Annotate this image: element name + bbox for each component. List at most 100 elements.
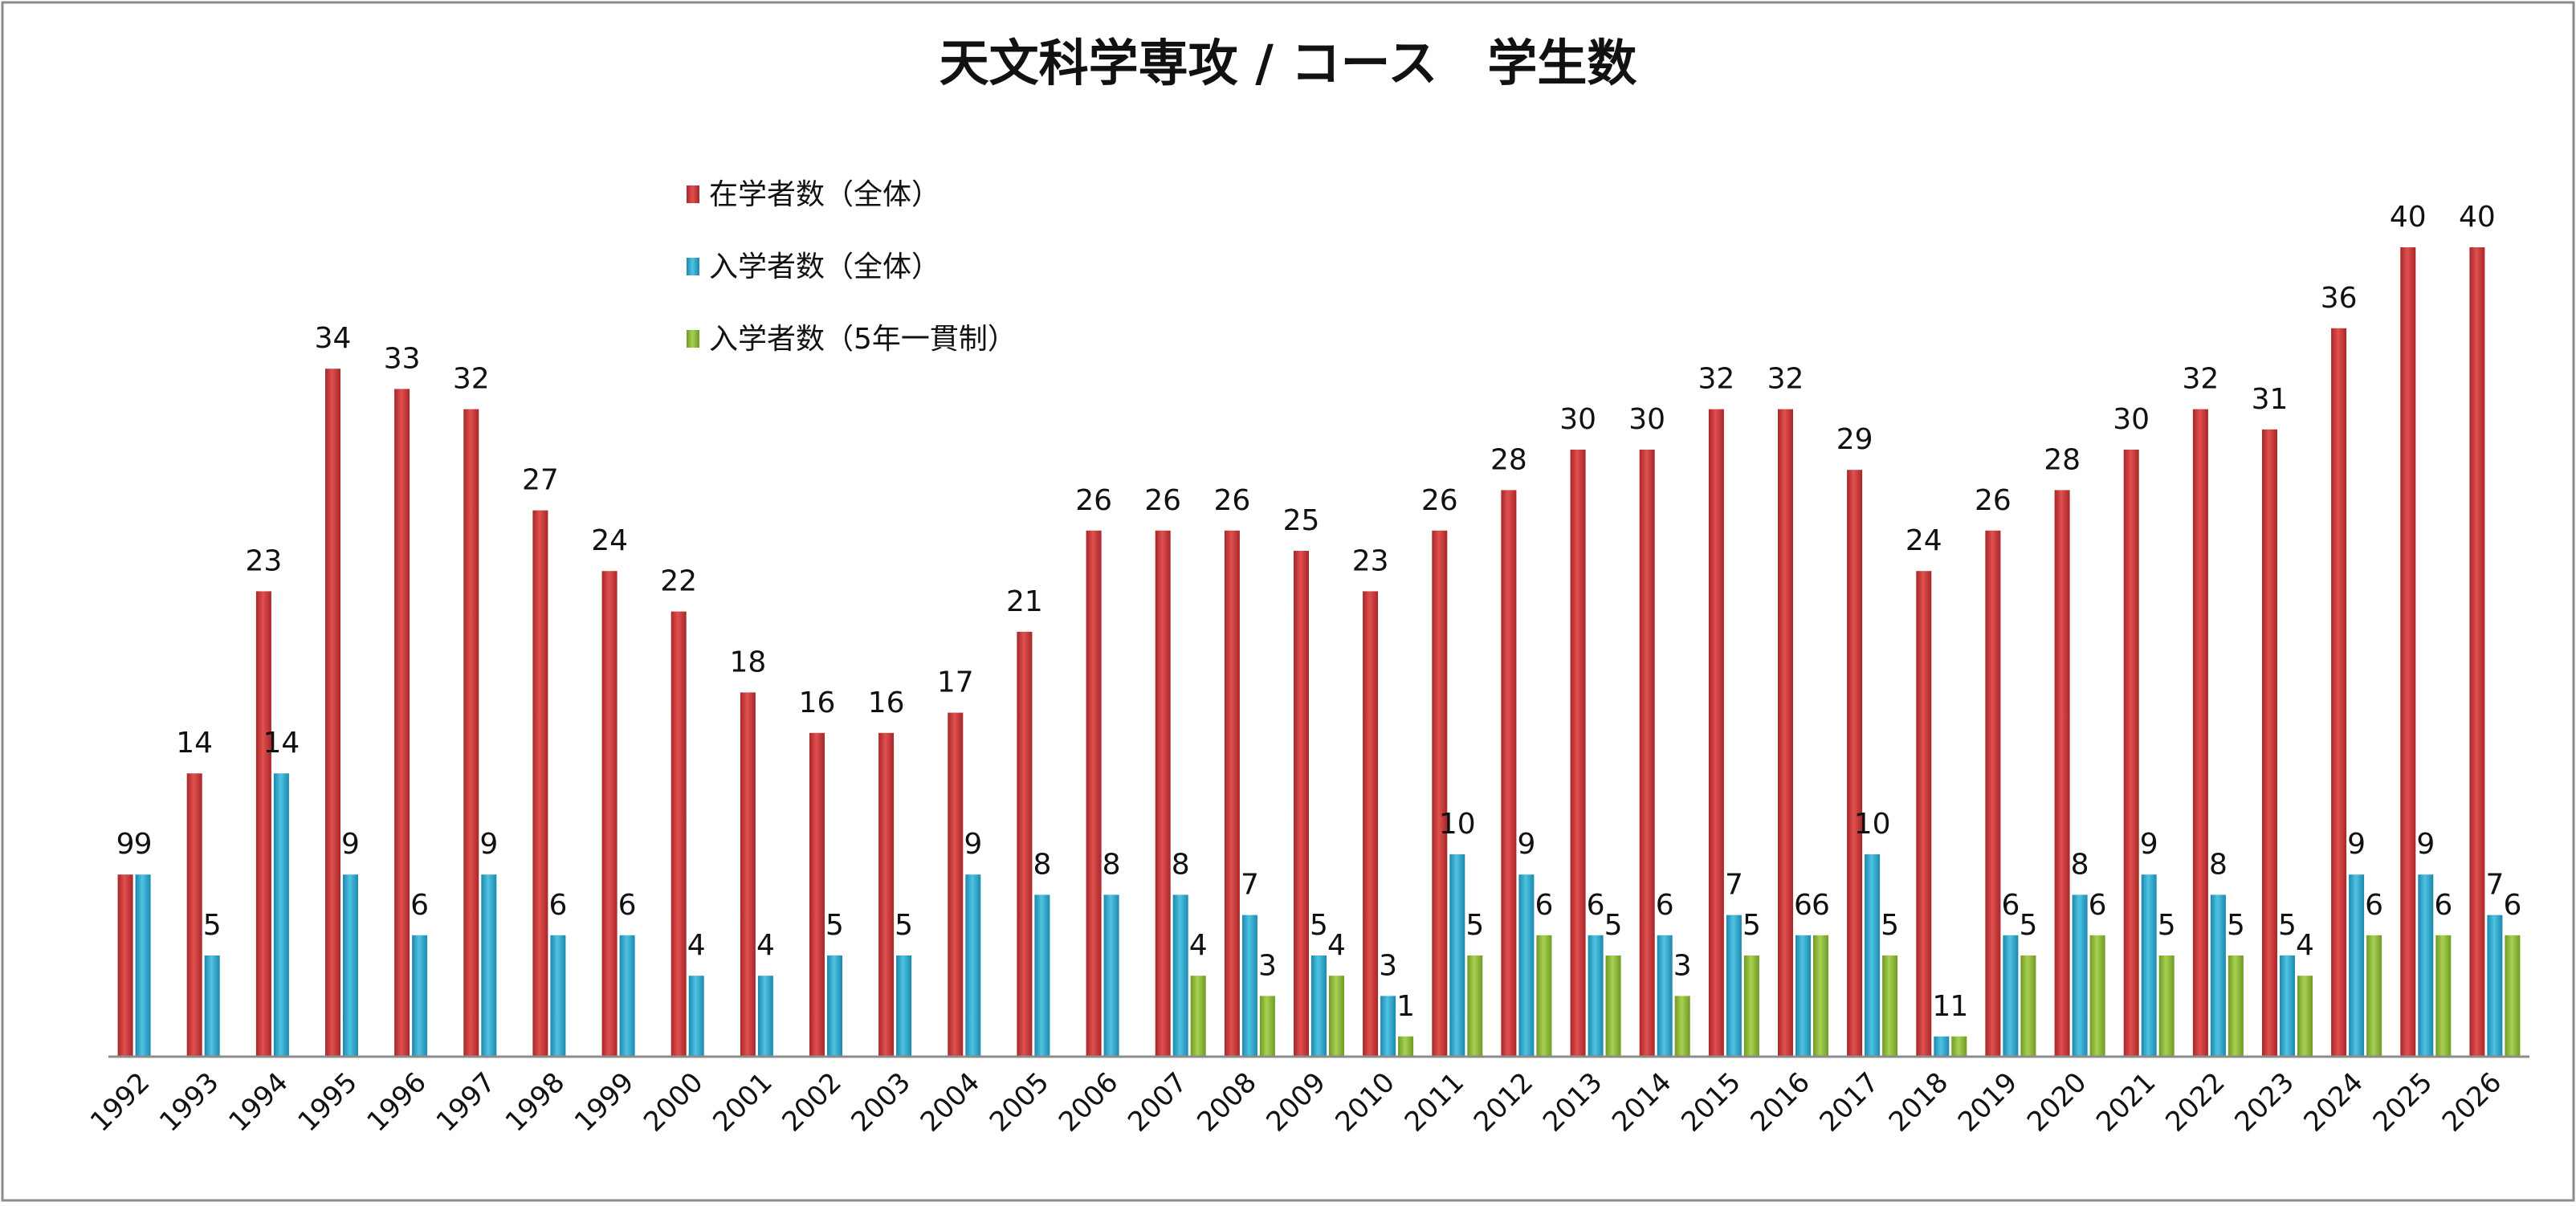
legend-swatch-admitted xyxy=(687,258,699,275)
value-label-admitted-2001: 4 xyxy=(756,929,775,962)
bar-admitted-1994 xyxy=(273,773,289,1057)
value-label-enrolled-2011: 26 xyxy=(1421,484,1458,517)
bar-admitted-5yr-2011 xyxy=(1467,955,1483,1057)
value-label-admitted-1994: 14 xyxy=(263,727,300,760)
legend-label-admitted-5yr: 入学者数（5年一貫制） xyxy=(709,323,1017,356)
bar-admitted-5yr-2013 xyxy=(1605,955,1621,1057)
bar-enrolled-1992 xyxy=(117,874,133,1057)
bar-enrolled-2012 xyxy=(1501,490,1517,1057)
bar-enrolled-2018 xyxy=(1916,571,1932,1057)
bar-admitted-2008 xyxy=(1241,915,1257,1057)
value-label-admitted-1992: 9 xyxy=(134,828,153,861)
value-label-admitted-2004: 9 xyxy=(964,828,982,861)
value-label-enrolled-2021: 30 xyxy=(2113,403,2150,436)
bar-enrolled-2024 xyxy=(2331,328,2347,1057)
value-label-admitted-5yr-2020: 6 xyxy=(2089,889,2107,922)
bar-admitted-5yr-2016 xyxy=(1813,935,1828,1057)
legend-label-enrolled: 在学者数（全体） xyxy=(709,178,940,211)
value-label-admitted-5yr-2019: 5 xyxy=(2019,909,2037,942)
value-label-enrolled-1998: 27 xyxy=(522,464,559,497)
bar-admitted-2021 xyxy=(2141,874,2157,1057)
value-label-admitted-5yr-2008: 3 xyxy=(1258,949,1277,982)
bar-admitted-2024 xyxy=(2349,874,2365,1057)
value-label-enrolled-2014: 30 xyxy=(1628,403,1665,436)
value-label-enrolled-2005: 21 xyxy=(1006,585,1043,618)
value-label-enrolled-2016: 32 xyxy=(1767,363,1804,396)
value-label-admitted-2008: 7 xyxy=(1241,869,1259,902)
bar-admitted-2018 xyxy=(1934,1036,1950,1057)
bar-admitted-1993 xyxy=(204,955,220,1057)
value-label-admitted-5yr-2014: 3 xyxy=(1673,949,1692,982)
bar-enrolled-2016 xyxy=(1778,409,1793,1057)
bar-enrolled-2002 xyxy=(809,732,825,1057)
bar-admitted-2016 xyxy=(1795,935,1811,1057)
value-label-enrolled-2001: 18 xyxy=(729,646,766,678)
bar-admitted-2015 xyxy=(1726,915,1742,1057)
value-label-enrolled-1997: 32 xyxy=(453,363,490,396)
bar-admitted-5yr-2009 xyxy=(1329,976,1344,1057)
bar-enrolled-1994 xyxy=(255,591,271,1057)
value-label-admitted-5yr-2012: 6 xyxy=(1535,889,1553,922)
bar-admitted-2002 xyxy=(827,955,842,1057)
value-label-admitted-5yr-2009: 4 xyxy=(1327,929,1346,962)
bar-admitted-1998 xyxy=(550,935,566,1057)
bar-enrolled-1993 xyxy=(186,773,202,1057)
bar-admitted-2006 xyxy=(1103,894,1119,1057)
legend-item-admitted: 入学者数（全体） xyxy=(687,251,940,283)
value-label-enrolled-1993: 14 xyxy=(176,727,213,760)
bar-enrolled-2003 xyxy=(878,732,895,1057)
value-label-enrolled-2002: 16 xyxy=(799,687,836,719)
bar-enrolled-2001 xyxy=(740,692,756,1057)
bar-enrolled-1998 xyxy=(532,510,548,1057)
value-label-admitted-1998: 6 xyxy=(548,889,567,922)
value-label-admitted-5yr-2010: 1 xyxy=(1396,990,1415,1023)
value-label-enrolled-2025: 40 xyxy=(2390,201,2427,234)
bar-enrolled-2010 xyxy=(1363,591,1379,1057)
bar-enrolled-2013 xyxy=(1570,450,1586,1057)
value-label-enrolled-2023: 31 xyxy=(2252,383,2289,416)
bar-enrolled-2026 xyxy=(2469,247,2485,1057)
value-label-admitted-1997: 9 xyxy=(479,828,498,861)
value-label-admitted-2026: 7 xyxy=(2485,869,2504,902)
bar-enrolled-2007 xyxy=(1155,530,1171,1057)
bar-enrolled-2021 xyxy=(2123,450,2139,1057)
bar-enrolled-2014 xyxy=(1639,450,1655,1057)
value-label-enrolled-2004: 17 xyxy=(937,666,974,699)
value-label-admitted-2010: 3 xyxy=(1379,949,1397,982)
legend: 在学者数（全体） 入学者数（全体） 入学者数（5年一貫制） xyxy=(687,178,1017,356)
value-label-admitted-2000: 4 xyxy=(687,929,706,962)
value-label-admitted-5yr-2007: 4 xyxy=(1189,929,1208,962)
value-label-admitted-1995: 9 xyxy=(341,828,360,861)
value-label-enrolled-2026: 40 xyxy=(2459,201,2496,234)
value-label-admitted-5yr-2011: 5 xyxy=(1465,909,1484,942)
bar-admitted-2010 xyxy=(1380,996,1396,1057)
bar-admitted-5yr-2010 xyxy=(1398,1036,1414,1057)
legend-item-admitted-5yr: 入学者数（5年一貫制） xyxy=(687,323,1017,356)
bar-admitted-2014 xyxy=(1657,935,1673,1057)
bars xyxy=(117,247,2521,1057)
value-label-enrolled-1992: 9 xyxy=(116,828,135,861)
value-label-admitted-2022: 8 xyxy=(2209,848,2228,881)
bar-admitted-2013 xyxy=(1588,935,1604,1057)
bar-admitted-5yr-2015 xyxy=(1743,955,1759,1057)
bar-enrolled-2004 xyxy=(948,712,964,1057)
value-label-admitted-2016: 6 xyxy=(1794,889,1812,922)
value-label-admitted-5yr-2025: 6 xyxy=(2434,889,2452,922)
bar-admitted-5yr-2008 xyxy=(1259,996,1275,1057)
value-labels: 9 914523143493363292762462241841651651792… xyxy=(116,201,2522,1023)
bar-enrolled-1999 xyxy=(601,571,618,1057)
value-label-admitted-2007: 8 xyxy=(1172,848,1190,881)
value-label-admitted-2019: 6 xyxy=(2001,889,2020,922)
bar-enrolled-2020 xyxy=(2054,490,2070,1057)
legend-swatch-enrolled xyxy=(687,185,699,203)
bar-enrolled-2000 xyxy=(670,611,687,1057)
value-label-admitted-2020: 8 xyxy=(2071,848,2089,881)
bar-admitted-2023 xyxy=(2280,955,2295,1057)
value-label-admitted-2025: 9 xyxy=(2416,828,2435,861)
value-label-enrolled-1994: 23 xyxy=(245,544,282,577)
legend-label-admitted: 入学者数（全体） xyxy=(709,251,940,283)
value-label-admitted-2017: 10 xyxy=(1854,808,1891,841)
